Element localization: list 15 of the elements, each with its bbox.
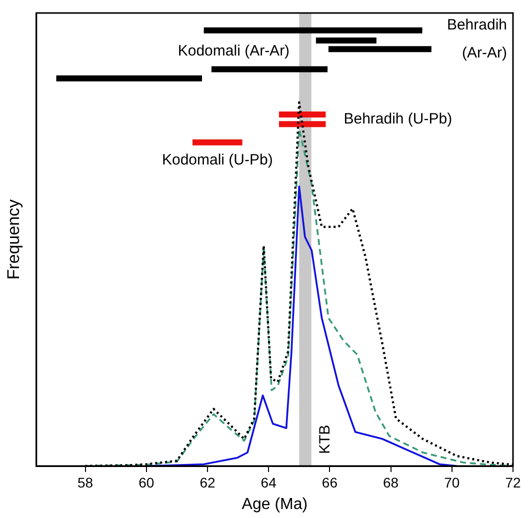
series-label: Behradih (U-Pb) xyxy=(344,110,452,128)
x-tick-label: 64 xyxy=(260,474,277,490)
x-tick-label: 58 xyxy=(77,474,94,490)
series-label: Kodomali (Ar-Ar) xyxy=(178,42,290,60)
y-axis-title: Frequency xyxy=(4,198,23,280)
x-tick-label: 68 xyxy=(383,474,399,490)
x-tick-label: 62 xyxy=(200,474,216,490)
series-label: Kodomali (U-Pb) xyxy=(162,152,273,169)
x-tick-label: 60 xyxy=(138,474,154,490)
x-tick-label: 70 xyxy=(444,474,460,490)
x-tick-label: 72 xyxy=(505,474,521,490)
x-tick-label: 66 xyxy=(322,474,338,490)
series-label: Behradih (Ar-Ar) xyxy=(446,16,507,62)
x-axis-title: Age (Ma) xyxy=(242,496,308,513)
band-label: KTB xyxy=(316,424,334,454)
